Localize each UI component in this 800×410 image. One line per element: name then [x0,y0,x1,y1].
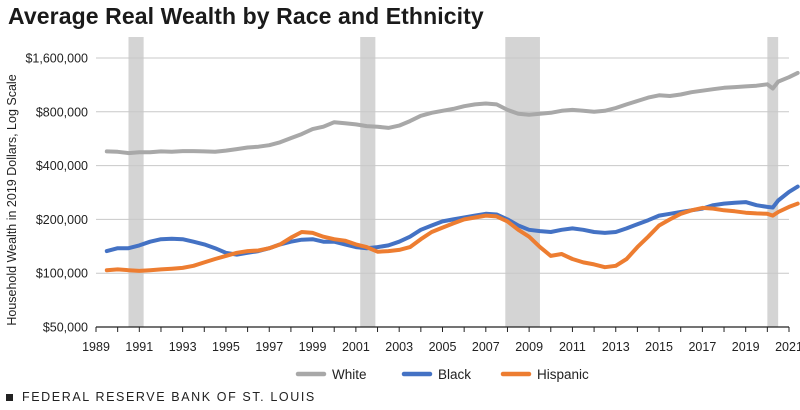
x-axis: 1989 1991 1993 1995 1997 1999 2001 2003 2005 2007… [82,326,800,354]
x-tick-label-3: 1995 [212,340,240,354]
y-axis-ticks: $50,000 $100,000 $200,000 $400,000 $800,000 $… [25,52,88,335]
recession-band-1 [360,37,376,327]
legend-label-hispanic: Hispanic [537,367,589,382]
recession-band-0 [128,37,144,327]
x-tick-label-8: 2005 [429,340,457,354]
recession-band-3 [767,37,779,327]
y-tick-label-2: $200,000 [36,213,88,227]
y-tick-label-3: $400,000 [36,159,88,173]
series-line-hispanic [104,201,800,273]
y-axis-label: Household Wealth in 2019 Dollars, Log Sc… [5,74,19,325]
legend-label-black: Black [438,367,471,382]
x-tick-label-13: 2015 [645,340,673,354]
chart-title: Average Real Wealth by Race and Ethnicit… [8,3,484,29]
series-lines [104,70,800,273]
x-tick-label-1: 1991 [125,340,153,354]
x-tick-label-10: 2009 [515,340,543,354]
footer-text: FEDERAL RESERVE BANK OF ST. LOUIS [22,390,316,404]
x-tick-label-9: 2007 [472,340,500,354]
x-tick-label-0: 1989 [82,340,110,354]
y-tick-label-5: $1,600,000 [25,52,88,66]
series-line-white [104,70,800,156]
legend: White Black Hispanic [295,367,589,382]
recession-bands [128,37,779,327]
footer-square-icon [6,393,13,401]
x-tick-label-7: 2003 [385,340,413,354]
footer: FEDERAL RESERVE BANK OF ST. LOUIS [6,390,316,404]
series-line-black [104,184,800,257]
x-tick-label-12: 2013 [602,340,630,354]
x-tick-label-5: 1999 [299,340,327,354]
gridlines [96,57,789,274]
x-tick-label-6: 2001 [342,340,370,354]
y-tick-label-4: $800,000 [36,105,88,119]
x-tick-label-2: 1993 [169,340,197,354]
recession-band-2 [505,37,540,327]
y-tick-label-1: $100,000 [36,267,88,281]
x-tick-label-4: 1997 [255,340,283,354]
x-tick-label-14: 2017 [688,340,716,354]
x-tick-label-16: 2021 [775,340,800,354]
legend-label-white: White [332,367,367,382]
x-tick-label-11: 2011 [559,340,586,354]
y-tick-label-0: $50,000 [43,321,88,335]
x-tick-label-15: 2019 [732,340,760,354]
